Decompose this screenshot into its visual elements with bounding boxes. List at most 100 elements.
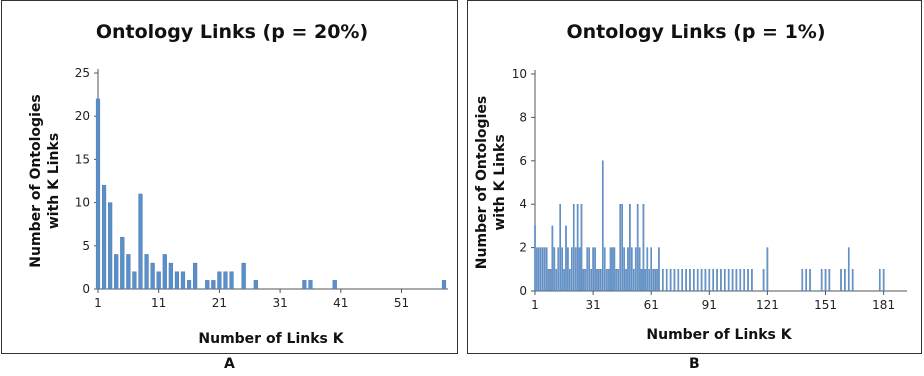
x-tick-label: 21	[212, 296, 227, 310]
bar	[617, 269, 620, 292]
bar	[162, 254, 167, 290]
x-tick-label: 31	[585, 298, 600, 312]
bar	[656, 269, 658, 292]
y-tick-label: 5	[82, 239, 90, 253]
bar	[696, 269, 699, 292]
bar	[108, 202, 113, 290]
bar	[592, 247, 594, 292]
y-tick-label: 0	[519, 284, 527, 298]
bar	[555, 269, 558, 292]
chart-title: Ontology Links (p = 20%)	[96, 21, 368, 43]
chart-title: Ontology Links (p = 1%)	[566, 21, 825, 43]
bar	[578, 247, 581, 292]
bar	[586, 247, 589, 292]
bar	[229, 271, 234, 290]
bar	[693, 269, 695, 292]
chart-b-svg: Ontology Links (p = 1%) 0 2 4 6 8 10 1 31 61 91 121…	[474, 21, 907, 343]
bar	[613, 247, 616, 292]
bar	[549, 269, 552, 292]
bar	[138, 193, 143, 290]
bar	[847, 247, 850, 292]
bar	[712, 269, 714, 292]
y-tick-label: 0	[82, 282, 90, 296]
bar	[601, 160, 604, 292]
bar	[603, 247, 606, 292]
bar	[625, 269, 627, 292]
bar	[739, 269, 742, 292]
bar	[569, 269, 571, 292]
bar	[716, 269, 718, 292]
bar	[805, 269, 807, 292]
bar	[627, 247, 629, 292]
bar	[572, 203, 575, 292]
bar	[538, 247, 540, 292]
bar	[619, 203, 622, 292]
bar	[727, 269, 730, 292]
y-axis-label-line: with K Links	[46, 133, 62, 229]
x-tick-label: 51	[394, 296, 409, 310]
bar	[609, 247, 612, 292]
bar	[720, 269, 722, 292]
bar	[205, 280, 210, 290]
bar	[704, 269, 707, 292]
bar	[574, 247, 577, 292]
chart-panel-b: Ontology Links (p = 1%) 0 2 4 6 8 10 1 31 61 91 121…	[467, 0, 922, 354]
bar	[193, 262, 198, 290]
bar	[543, 247, 546, 292]
bar	[632, 269, 635, 292]
bar	[150, 262, 155, 290]
bar	[646, 247, 649, 292]
bar	[878, 269, 881, 292]
bar	[132, 271, 137, 290]
bar	[828, 269, 831, 292]
bar	[598, 269, 600, 292]
y-tick-label: 2	[519, 241, 527, 255]
bar	[689, 269, 691, 292]
x-tick-label: 41	[333, 296, 348, 310]
bar	[844, 269, 846, 292]
bar	[114, 254, 119, 290]
bar	[541, 247, 544, 292]
bar	[747, 269, 749, 292]
bar	[126, 254, 131, 290]
bar	[642, 203, 645, 292]
y-axis-label-line: Number of Ontologies	[474, 96, 490, 269]
y-tick-label: 6	[519, 154, 527, 168]
bar	[582, 269, 585, 292]
bar	[673, 269, 676, 292]
bar	[168, 262, 173, 290]
bar	[615, 269, 618, 292]
bar	[180, 271, 186, 290]
bar	[840, 269, 842, 292]
bar	[611, 247, 614, 292]
bar	[584, 269, 587, 292]
bar	[590, 269, 592, 292]
x-tick-label: 1	[94, 296, 102, 310]
bar	[654, 269, 656, 292]
bar	[580, 203, 583, 292]
bar	[665, 269, 668, 292]
bar	[594, 247, 596, 292]
x-axis-label: Number of Links K	[646, 327, 792, 343]
bar	[95, 98, 101, 290]
bar	[629, 203, 631, 292]
x-axis-label: Number of Links K	[198, 331, 344, 347]
bar	[565, 225, 567, 292]
bar	[101, 185, 107, 290]
x-tick-label: 11	[151, 296, 166, 310]
bar	[851, 269, 854, 292]
bar	[217, 271, 222, 290]
panel-label-b: B	[689, 356, 700, 372]
bar	[820, 269, 823, 292]
bar	[241, 262, 246, 290]
bar	[731, 269, 734, 292]
x-tick-label: 181	[872, 298, 895, 312]
bar	[681, 269, 684, 292]
bar	[561, 247, 563, 292]
y-tick-label: 25	[75, 66, 90, 80]
x-tick-label: 121	[756, 298, 779, 312]
bar	[547, 269, 550, 292]
bar	[332, 280, 337, 290]
bar	[640, 269, 643, 292]
y-tick-label: 10	[512, 67, 527, 81]
